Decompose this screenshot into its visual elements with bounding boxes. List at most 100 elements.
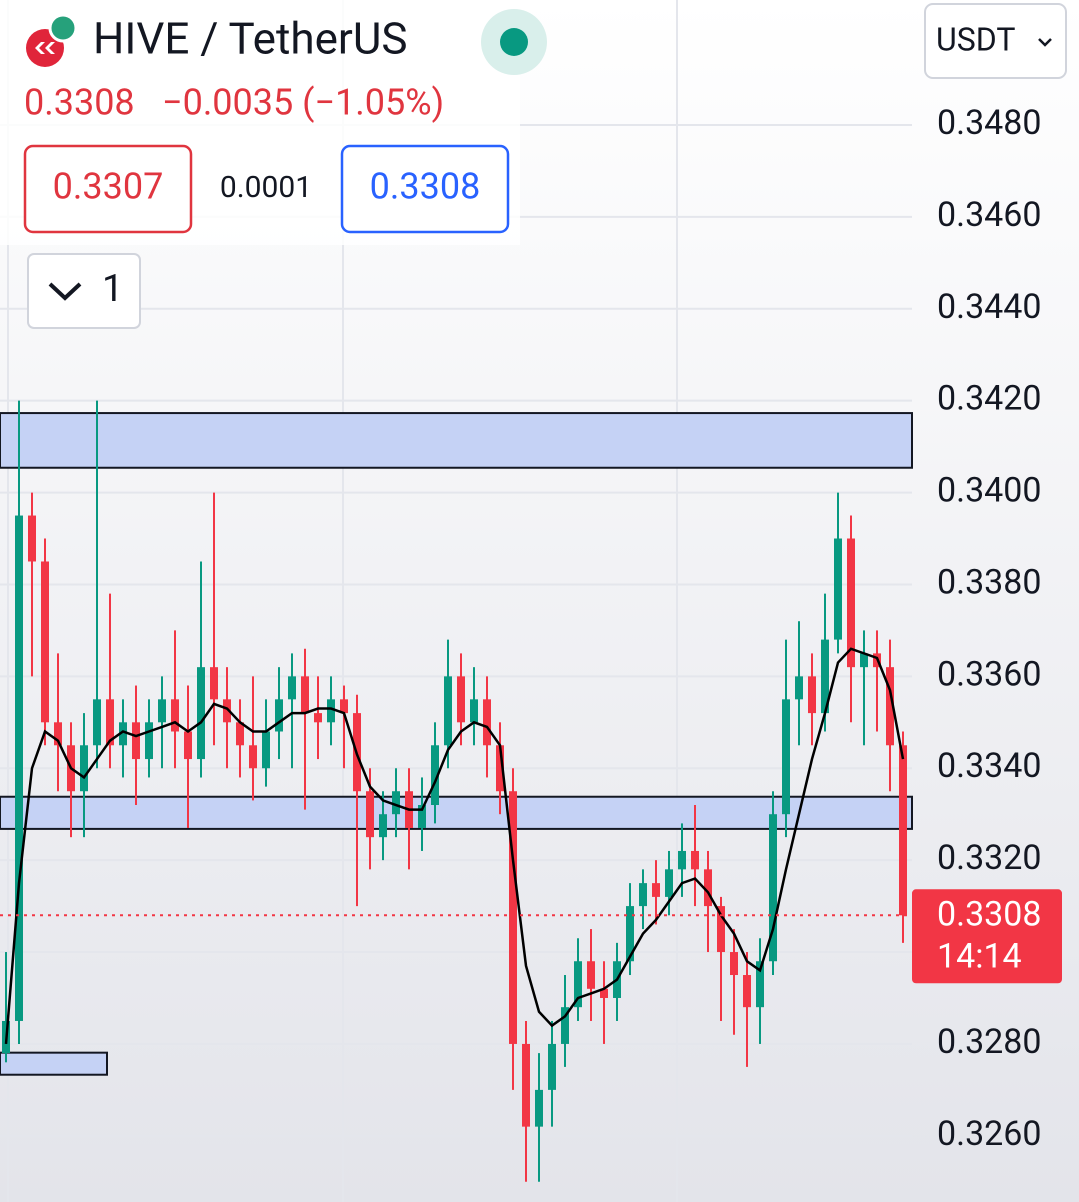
y-tick-label: 0.3360 <box>937 654 1042 694</box>
plot-area <box>0 0 913 1202</box>
coin-glyph <box>35 42 55 54</box>
candle-body <box>626 906 634 962</box>
moving-average <box>4 647 905 1045</box>
candle-body <box>301 676 309 714</box>
candle-body <box>80 745 88 792</box>
candle-body <box>379 814 387 838</box>
candle-body <box>314 713 322 723</box>
candle-body <box>769 814 777 962</box>
candle-body <box>639 883 647 907</box>
symbol-title: HIVE / TetherUS <box>93 13 408 65</box>
currency-label: USDT <box>936 20 1015 58</box>
candle-body <box>340 699 348 714</box>
zone <box>0 412 913 469</box>
candle-body <box>106 699 114 746</box>
candle-body <box>93 699 101 746</box>
candle-body <box>847 538 855 668</box>
currency-button[interactable] <box>924 3 1067 79</box>
candle-body <box>678 850 686 870</box>
candle-body <box>808 676 816 714</box>
candle-body <box>457 676 465 723</box>
countdown-label: 14:14 <box>937 936 1022 976</box>
candle-body <box>210 667 218 700</box>
candle-body <box>509 791 517 1044</box>
spread: 0.0001 <box>220 170 312 205</box>
candle-body <box>392 791 400 815</box>
candle-body <box>717 906 725 953</box>
candle-body <box>15 515 23 1021</box>
candle-body <box>145 722 153 760</box>
buy-button[interactable] <box>340 144 510 234</box>
y-tick-label: 0.3480 <box>937 103 1042 143</box>
candle-body <box>522 1043 530 1127</box>
candle-body <box>431 745 439 806</box>
candle-body <box>288 676 296 700</box>
candle-body <box>184 731 192 760</box>
candle-body <box>483 699 491 746</box>
candle-body <box>860 653 868 668</box>
candle-body <box>730 952 738 976</box>
chevron-icon <box>48 282 82 301</box>
y-tick-label: 0.3400 <box>937 471 1042 511</box>
sell-button[interactable] <box>23 144 193 234</box>
indicators-count: 1 <box>102 267 123 311</box>
indicators-toggle[interactable] <box>27 253 141 329</box>
status-dot <box>500 28 528 56</box>
candle-body <box>574 961 582 1008</box>
candle-body <box>54 722 62 746</box>
candle-body <box>41 561 49 723</box>
candle-body <box>249 745 257 769</box>
candle-body <box>795 676 803 700</box>
candle-body <box>236 722 244 746</box>
candle-body <box>28 515 36 562</box>
candle-body <box>561 1007 569 1044</box>
last-price-label: 0.3308 <box>937 894 1042 934</box>
candle-body <box>665 869 673 897</box>
candle-body <box>418 805 426 828</box>
zone <box>0 1051 108 1076</box>
candle-body <box>275 699 283 732</box>
candle-body <box>600 988 608 998</box>
candle-body <box>366 791 374 838</box>
candle-body <box>496 745 504 792</box>
y-tick-label: 0.3440 <box>937 287 1042 327</box>
candle-body <box>119 722 127 746</box>
price-change: −0.0035 (−1.05%) <box>162 82 444 124</box>
candle-body <box>158 699 166 723</box>
y-tick-label: 0.3280 <box>937 1022 1042 1062</box>
candle-body <box>223 699 231 723</box>
candle-body <box>327 699 335 723</box>
candle-body <box>171 699 179 732</box>
candle-body <box>821 639 829 714</box>
bid-price: 0.3307 <box>53 166 164 208</box>
y-tick-label: 0.3380 <box>937 562 1042 602</box>
candle-body <box>834 538 842 640</box>
zone <box>0 795 913 830</box>
candle-body <box>444 676 452 746</box>
candle-body <box>756 961 764 1008</box>
candle-body <box>587 961 595 989</box>
candle-body <box>548 1043 556 1090</box>
quote-icon <box>48 13 78 43</box>
chevron-icon <box>1038 38 1052 47</box>
y-tick-label: 0.3320 <box>937 838 1042 878</box>
y-tick-label: 0.3420 <box>937 379 1042 419</box>
candle-body <box>262 731 270 769</box>
y-tick-label: 0.3260 <box>937 1114 1042 1154</box>
candle-body <box>132 722 140 760</box>
candle-body <box>886 667 894 746</box>
candle-body <box>652 883 660 897</box>
candle-body <box>197 667 205 760</box>
header: HIVE / TetherUS 0.3308 −0.0035 (−1.05%) … <box>0 0 1067 329</box>
candle-body <box>743 975 751 1008</box>
last-price-tag <box>912 889 1062 984</box>
ask-price: 0.3308 <box>370 166 481 208</box>
candle-body <box>899 745 907 916</box>
candle-body <box>691 850 699 870</box>
candle-body <box>704 869 712 907</box>
candle-body <box>470 699 478 723</box>
y-tick-label: 0.3460 <box>937 195 1042 235</box>
candle-body <box>535 1089 543 1127</box>
candle-body <box>782 699 790 815</box>
